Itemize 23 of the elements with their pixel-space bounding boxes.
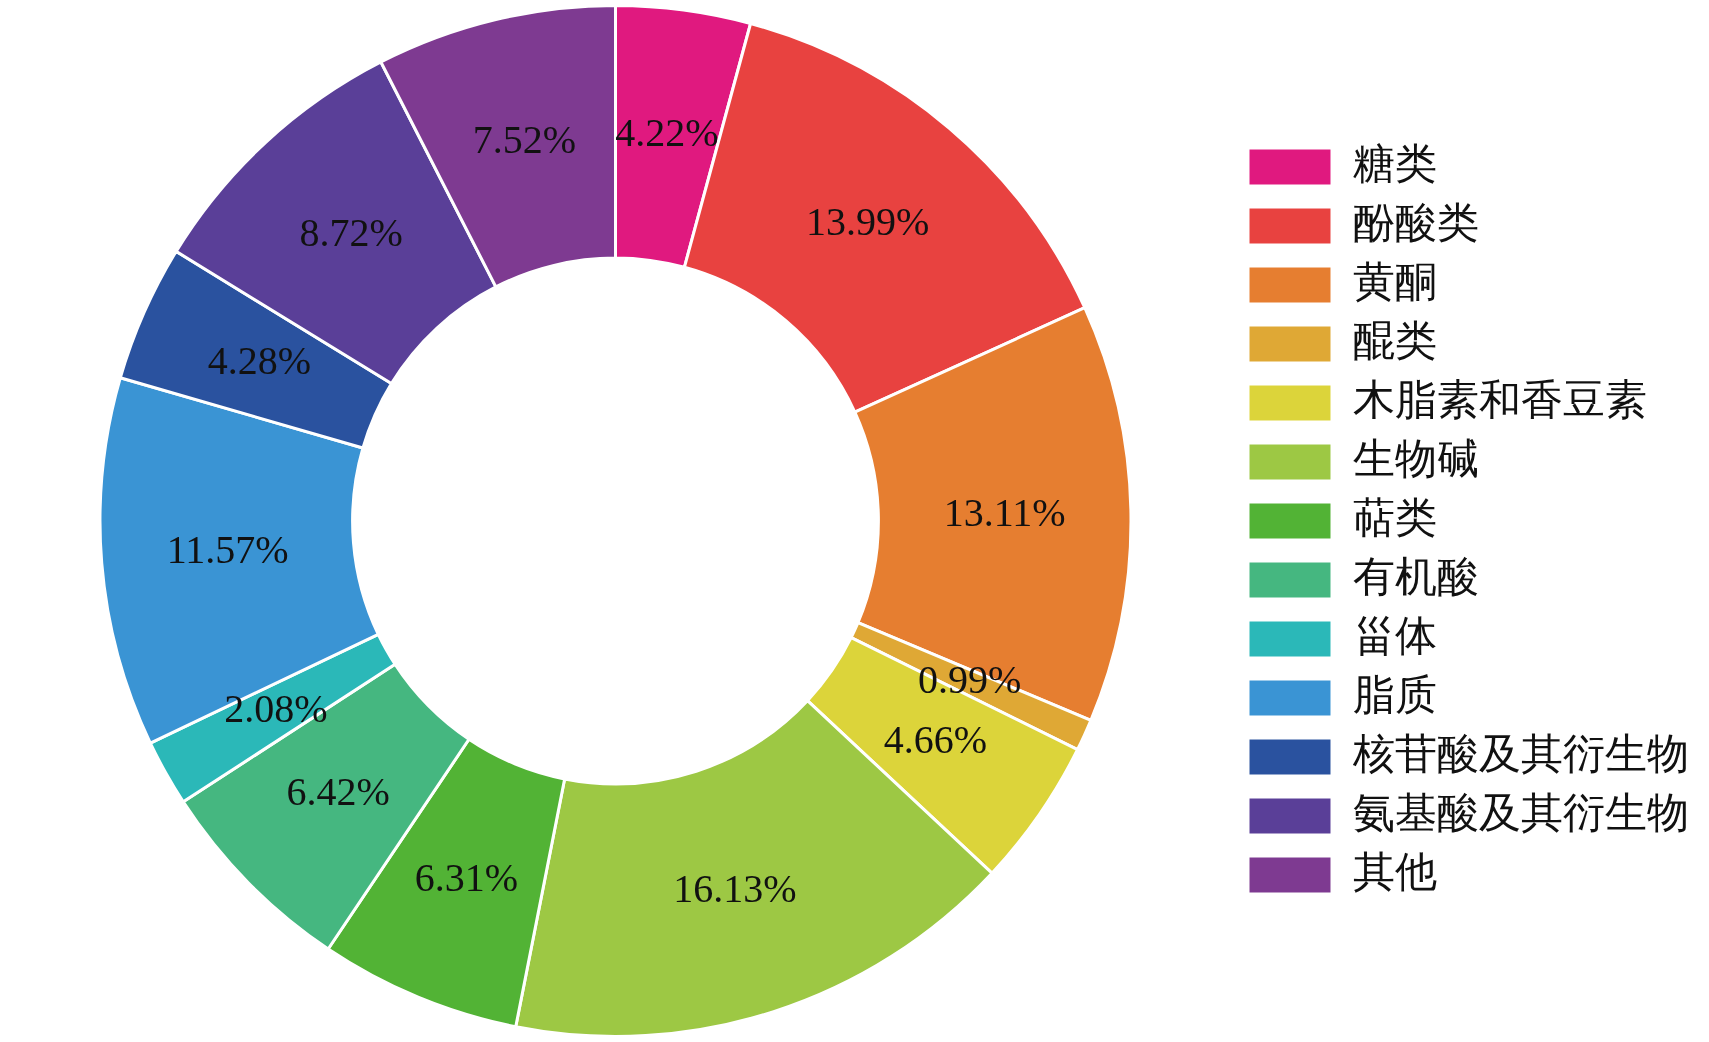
- data-label: 4.28%: [207, 338, 312, 384]
- legend-label: 核苷酸及其衍生物: [1352, 731, 1689, 778]
- legend-label: 萜类: [1353, 495, 1437, 542]
- data-label: 13.99%: [805, 198, 930, 244]
- legend-label: 甾体: [1353, 613, 1437, 660]
- legend-label: 脂质: [1353, 672, 1437, 719]
- data-label: 16.13%: [673, 865, 797, 911]
- data-label: 7.52%: [472, 117, 577, 163]
- legend-label: 氨基酸及其衍生物: [1353, 790, 1689, 837]
- data-label: 11.57%: [166, 527, 289, 573]
- legend-label: 黄酮: [1353, 259, 1437, 306]
- legend-label: 醌类: [1353, 318, 1437, 365]
- data-label: 13.11%: [943, 489, 1066, 535]
- data-label: 6.31%: [414, 855, 519, 901]
- legend-label: 有机酸: [1353, 554, 1479, 601]
- legend-label: 其他: [1353, 849, 1437, 896]
- data-label: 4.66%: [883, 717, 988, 763]
- legend-label: 生物碱: [1353, 436, 1479, 483]
- legend-label: 酚酸类: [1353, 200, 1479, 247]
- data-label: 6.42%: [286, 768, 390, 814]
- legend-label: 木脂素和香豆素: [1353, 377, 1647, 424]
- legend-label: 糖类: [1353, 141, 1437, 188]
- data-label: 8.72%: [299, 209, 403, 255]
